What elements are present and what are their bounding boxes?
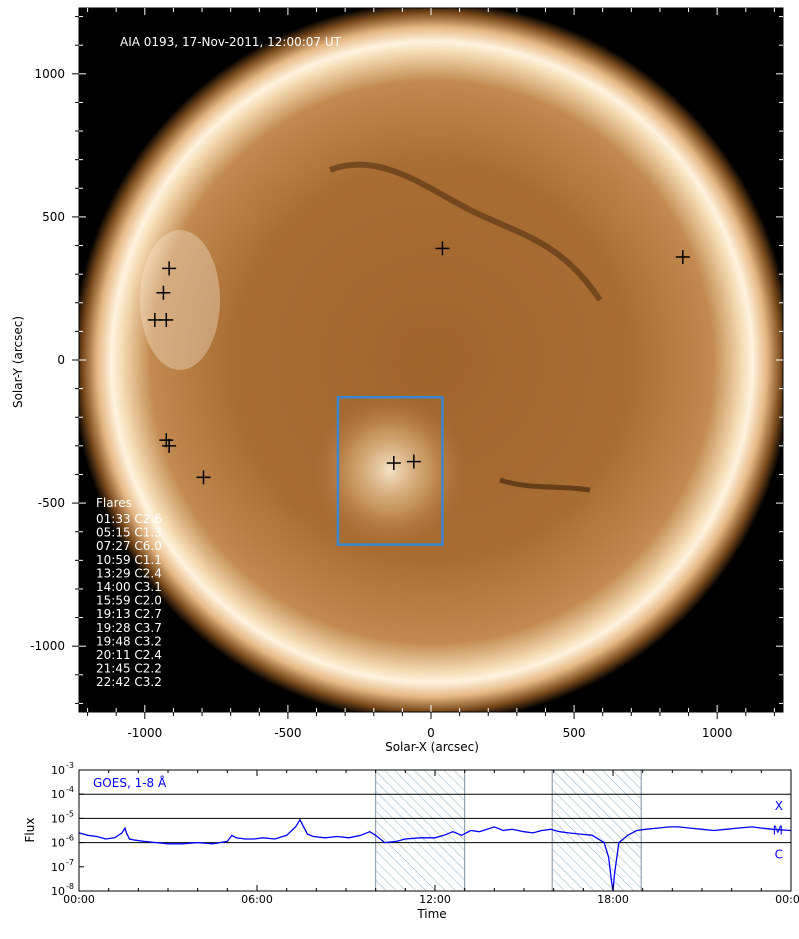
goes-x-tick-label: 00:00 xyxy=(63,893,95,906)
flare-list-entry: 20:11 C2.4 xyxy=(96,648,162,662)
flare-marker xyxy=(159,312,174,327)
image-x-tick-labels: -1000 -500 0 500 1000 xyxy=(127,726,732,740)
goes-x-tick-label: 06:00 xyxy=(241,893,273,906)
goes-y-tick-exponent: -5 xyxy=(66,809,74,818)
goes-y-tick-label: 10 xyxy=(51,812,65,825)
goes-y-tick-exponent: -8 xyxy=(66,882,74,891)
flare-marker xyxy=(159,433,174,448)
goes-flux-series xyxy=(78,818,792,892)
flare-marker xyxy=(162,261,177,276)
goes-y-tick-exponent: -6 xyxy=(66,834,74,843)
goes-y-tick-exponent: -4 xyxy=(66,785,74,794)
filament-channel-north xyxy=(328,161,603,302)
class-level-label: X xyxy=(775,799,783,813)
class-level-label: M xyxy=(773,823,783,837)
flare-list-entry: 22:42 C3.2 xyxy=(96,675,162,689)
image-x-tick-label: -1000 xyxy=(127,726,162,740)
goes-y-tick-exponent: -3 xyxy=(66,761,74,770)
image-y-tick-label: 0 xyxy=(57,353,65,367)
image-x-tick-label: -500 xyxy=(274,726,301,740)
flare-list-entry: 15:59 C2.0 xyxy=(96,594,162,608)
image-x-axis-label: Solar-X (arcsec) xyxy=(385,740,479,754)
flare-list-entry: 19:13 C2.7 xyxy=(96,607,162,621)
flare-markers xyxy=(147,241,690,485)
active-region-glow xyxy=(315,385,465,555)
filament-south xyxy=(499,477,591,493)
class-level-label: C xyxy=(775,848,783,862)
image-x-tick-label: 500 xyxy=(563,726,586,740)
sun-corona xyxy=(79,8,783,712)
goes-y-tick-labels: 10-810-710-610-510-410-3 xyxy=(51,761,74,898)
goes-y-tick-label: 10 xyxy=(51,885,65,898)
goes-y-tick-label: 10 xyxy=(51,861,65,874)
image-y-tick-label: 1000 xyxy=(34,67,65,81)
goes-y-tick-exponent: -7 xyxy=(66,858,74,867)
goes-y-tick-label: 10 xyxy=(51,837,65,850)
flare-marker xyxy=(162,438,177,453)
flare-marker xyxy=(406,454,421,469)
flare-list-entry: 14:00 C3.1 xyxy=(96,580,162,594)
flare-marker xyxy=(156,285,171,300)
flare-list-entry: 10:59 C1.1 xyxy=(96,553,162,567)
goes-x-tick-label: 00:00 xyxy=(775,893,799,906)
flare-list-entry: 01:33 C2.6 xyxy=(96,512,162,526)
solar-image-panel: AIA 0193, 17-Nov-2011, 12:00:07 UT Flare… xyxy=(11,7,784,754)
bright-limb-region xyxy=(140,230,220,370)
image-y-tick-label: 500 xyxy=(42,210,65,224)
flare-marker xyxy=(675,249,690,264)
region-of-interest-box xyxy=(336,395,444,546)
flare-marker xyxy=(386,456,401,471)
flare-list-entry: 19:28 C3.7 xyxy=(96,621,162,635)
image-axis-ticks xyxy=(72,8,783,719)
flare-list-entry: 13:29 C2.4 xyxy=(96,566,162,580)
goes-y-tick-label: 10 xyxy=(51,764,65,777)
goes-legend: GOES, 1-8 Å xyxy=(93,775,167,790)
image-y-tick-label: -1000 xyxy=(30,639,65,653)
image-y-tick-label: -500 xyxy=(38,496,65,510)
image-y-axis-label: Solar-Y (arcsec) xyxy=(11,316,25,408)
image-x-tick-label: 0 xyxy=(427,726,435,740)
flare-list-entry: 05:15 C1.3 xyxy=(96,526,162,540)
goes-x-tick-label: 18:00 xyxy=(597,893,629,906)
shaded-interval xyxy=(375,769,466,892)
image-title: AIA 0193, 17-Nov-2011, 12:00:07 UT xyxy=(120,35,342,49)
image-x-tick-label: 1000 xyxy=(702,726,733,740)
flare-list: Flares 01:33 C2.605:15 C1.307:27 C6.010:… xyxy=(96,496,162,689)
goes-x-tick-labels: 00:00 06:00 12:00 18:00 00:00 xyxy=(63,893,799,906)
goes-x-tick-label: 12:00 xyxy=(419,893,451,906)
flare-list-title: Flares xyxy=(96,496,132,510)
flare-list-entry: 21:45 C2.2 xyxy=(96,662,162,676)
goes-y-tick-label: 10 xyxy=(51,788,65,801)
flare-marker xyxy=(196,470,211,485)
flare-list-entry: 19:48 C3.2 xyxy=(96,634,162,648)
goes-x-axis-label: Time xyxy=(416,907,446,921)
flare-list-entry: 07:27 C6.0 xyxy=(96,539,162,553)
flare-marker xyxy=(435,241,450,256)
goes-y-axis-label: Flux xyxy=(23,818,37,843)
shaded-interval xyxy=(551,769,642,892)
image-y-tick-labels: -1000 -500 0 500 1000 xyxy=(30,67,65,653)
goes-axis-ticks xyxy=(78,769,792,892)
